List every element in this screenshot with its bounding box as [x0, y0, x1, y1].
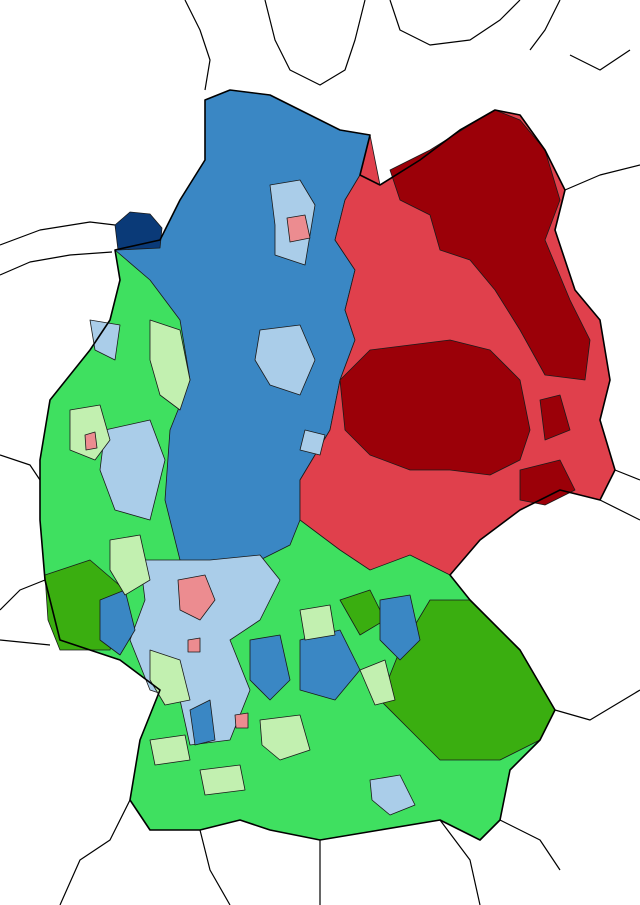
region-light-blue — [254, 324, 316, 396]
region-blue — [249, 634, 291, 701]
region-blue — [379, 594, 421, 661]
region-pink — [187, 637, 201, 653]
region-dark-red — [539, 394, 571, 441]
region-blue — [189, 699, 216, 746]
region-dark-red — [339, 109, 591, 506]
region-light-green — [259, 714, 311, 761]
region-pink — [84, 214, 311, 729]
region-pink — [177, 574, 216, 621]
region-dark-red — [339, 339, 531, 476]
region-pink — [286, 214, 311, 243]
region-blue — [99, 589, 421, 746]
region-pink — [234, 712, 249, 729]
region-blue — [99, 589, 136, 656]
region-light-blue — [89, 319, 121, 361]
region-light-blue — [369, 774, 416, 816]
denmark-coast — [184, 0, 561, 91]
region-light-blue — [99, 419, 166, 521]
region-light-blue — [299, 429, 326, 456]
north-sea-coast — [0, 221, 116, 276]
region-light-green — [149, 734, 191, 766]
germany-outline — [39, 89, 616, 841]
region-light-green — [199, 764, 246, 796]
region-dark-red — [519, 459, 576, 506]
land-borders — [0, 454, 640, 905]
region-light-green — [69, 404, 111, 461]
region-pink — [84, 431, 98, 451]
region-light-green — [359, 659, 396, 706]
region-light-green — [299, 604, 336, 641]
region-light-green — [109, 534, 151, 596]
baltic-coast — [564, 49, 640, 191]
region-light-blue — [89, 179, 416, 816]
region-light-green — [149, 319, 191, 411]
